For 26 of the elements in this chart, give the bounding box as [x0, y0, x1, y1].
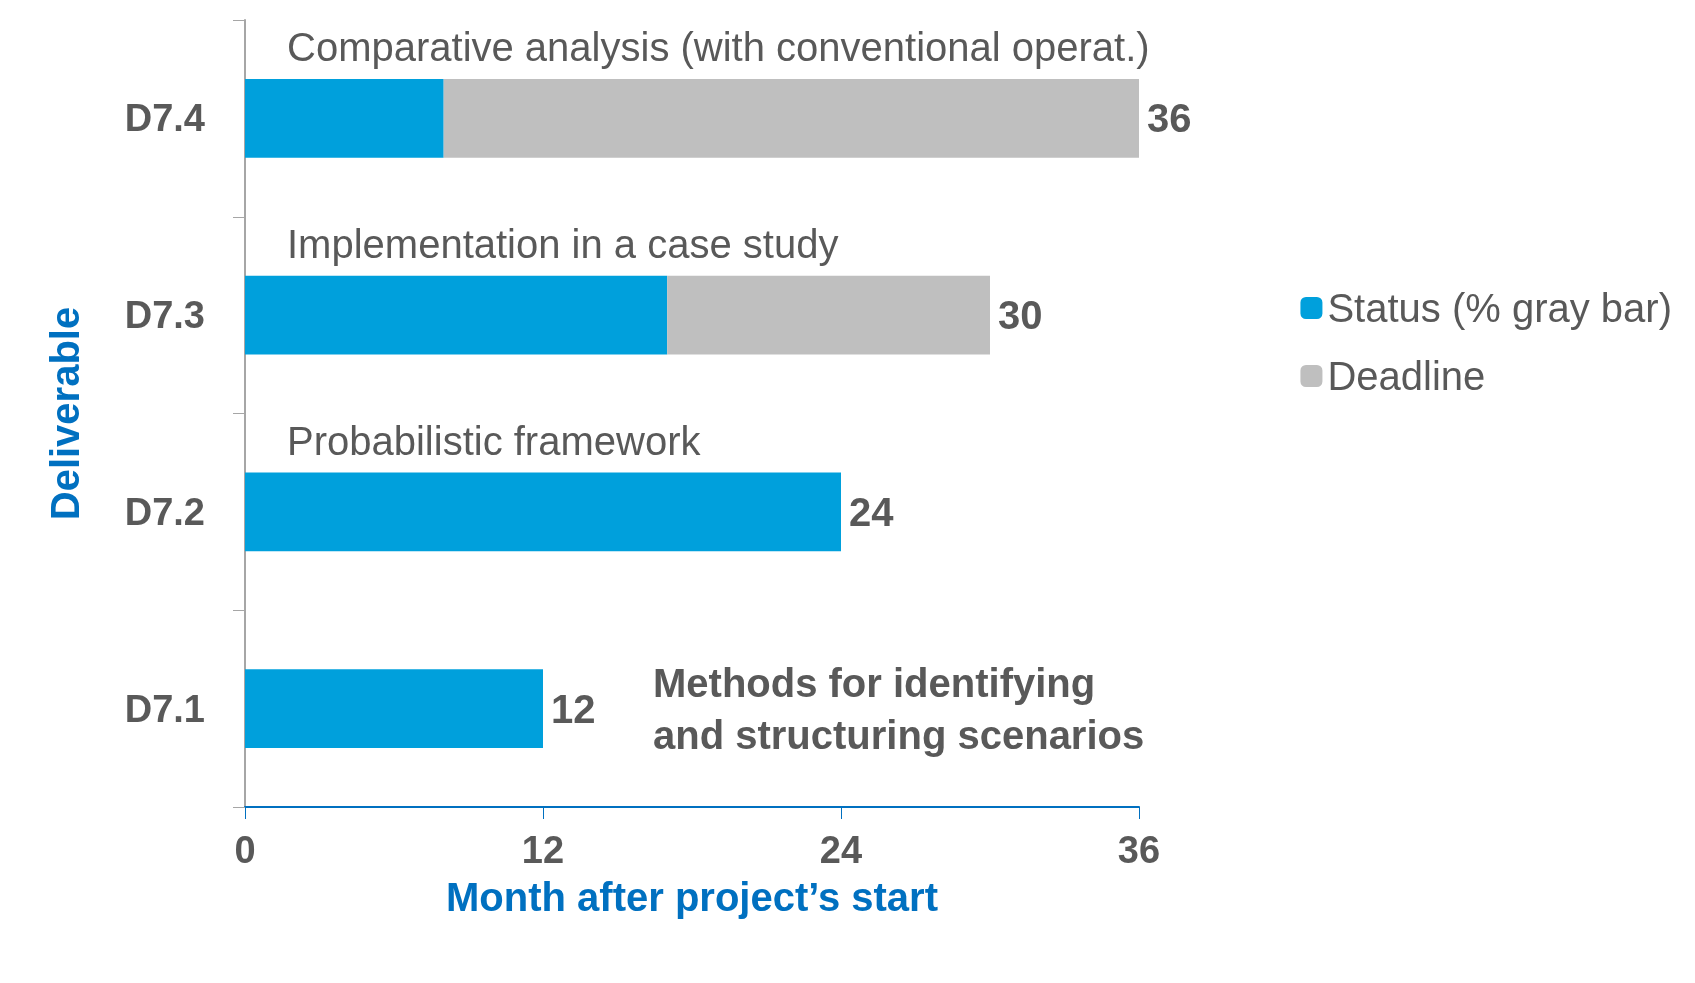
total-label: 24: [849, 489, 895, 534]
y-tick-label: D7.2: [124, 490, 205, 533]
y-tick-label: D7.3: [124, 294, 205, 337]
total-label: 12: [551, 686, 596, 731]
x-tick-label: 12: [521, 829, 565, 871]
legend-label: Status (% gray bar): [1327, 286, 1673, 330]
annotation: Implementation in a case study: [287, 221, 839, 266]
x-tick-label: 0: [234, 829, 256, 871]
annotation: Comparative analysis (with conventional operat.): [287, 25, 1150, 70]
x-axis-title: Month after project’s start: [446, 875, 938, 919]
x-tick-label: 36: [1117, 829, 1161, 871]
y-tick-label: D7.1: [124, 687, 205, 730]
bar: [245, 472, 841, 552]
y-axis-title: Deliverable: [43, 306, 87, 521]
total-label: 36: [1147, 96, 1192, 141]
bar: [245, 275, 668, 355]
annotation: Methods for identifying and structuring scenarios: [653, 660, 1145, 757]
bar: [443, 79, 1139, 158]
bar: [667, 275, 990, 355]
annotation: Probabilistic framework: [287, 418, 702, 463]
total-label: 30: [998, 293, 1043, 338]
legend-label: Deadline: [1327, 354, 1486, 398]
y-tick-label: D7.4: [124, 97, 205, 140]
bar: [245, 669, 543, 748]
x-tick-label: 24: [819, 829, 863, 871]
bar: [245, 79, 444, 158]
